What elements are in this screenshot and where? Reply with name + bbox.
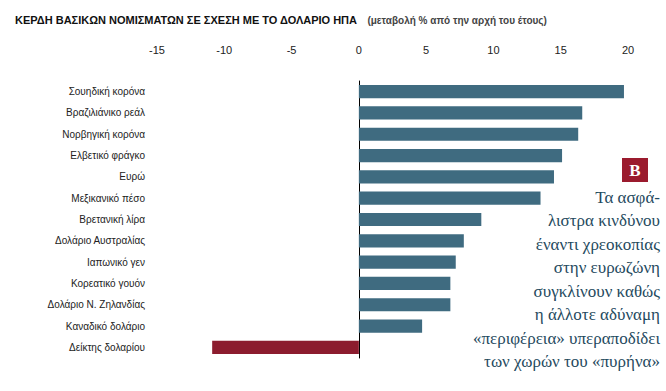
svg-text:(μεταβολή % από την αρχή του έ: (μεταβολή % από την αρχή του έτους) bbox=[367, 15, 546, 27]
svg-text:Ιαπωνικό γεν: Ιαπωνικό γεν bbox=[87, 257, 145, 268]
svg-text:Μεξικανικό πέσο: Μεξικανικό πέσο bbox=[71, 193, 145, 205]
svg-text:έναντι χρεοκοπίας: έναντι χρεοκοπίας bbox=[536, 235, 660, 254]
svg-text:των χωρών του «πυρήνα»: των χωρών του «πυρήνα» bbox=[484, 352, 660, 371]
svg-text:Καναδικό δολάριο: Καναδικό δολάριο bbox=[66, 321, 146, 332]
svg-text:-10: -10 bbox=[216, 44, 232, 56]
svg-text:«περιφέρεια» υπεραποδίδει: «περιφέρεια» υπεραποδίδει bbox=[473, 329, 660, 348]
svg-text:5: 5 bbox=[423, 44, 429, 56]
svg-text:στην ευρωζώνη: στην ευρωζώνη bbox=[554, 258, 660, 277]
svg-text:Ελβετικό φράγκο: Ελβετικό φράγκο bbox=[70, 150, 145, 161]
svg-text:η άλλοτε αδύναμη: η άλλοτε αδύναμη bbox=[535, 305, 660, 324]
svg-text:B: B bbox=[629, 161, 640, 180]
svg-text:Τα ασφά-: Τα ασφά- bbox=[595, 188, 660, 207]
svg-text:συγκλίνουν καθώς: συγκλίνουν καθώς bbox=[534, 282, 661, 301]
svg-text:10: 10 bbox=[487, 44, 499, 56]
svg-text:15: 15 bbox=[555, 44, 567, 56]
svg-text:Δείκτης δολαρίου: Δείκτης δολαρίου bbox=[69, 342, 145, 353]
svg-text:Νορβηγική κορόνα: Νορβηγική κορόνα bbox=[62, 129, 145, 140]
svg-text:Ευρώ: Ευρώ bbox=[119, 171, 145, 182]
svg-text:Δολάριο Ν. Ζηλανδίας: Δολάριο Ν. Ζηλανδίας bbox=[48, 299, 146, 310]
svg-text:λιστρα κινδύνου: λιστρα κινδύνου bbox=[548, 211, 660, 230]
svg-text:Δολάριο Αυστραλίας: Δολάριο Αυστραλίας bbox=[55, 235, 145, 246]
svg-text:Κορεατικό γουόν: Κορεατικό γουόν bbox=[71, 278, 145, 289]
svg-text:Βρετανική λίρα: Βρετανική λίρα bbox=[79, 214, 145, 225]
svg-text:-5: -5 bbox=[287, 44, 297, 56]
svg-text:Βραζιλιάνικο ρεάλ: Βραζιλιάνικο ρεάλ bbox=[66, 107, 145, 119]
svg-text:0: 0 bbox=[356, 44, 362, 56]
svg-text:20: 20 bbox=[622, 44, 634, 56]
svg-text:Σουηδική κορόνα: Σουηδική κορόνα bbox=[69, 86, 146, 97]
svg-text:-15: -15 bbox=[149, 44, 165, 56]
svg-text:ΚΕΡΔΗ ΒΑΣΙΚΩΝ ΝΟΜΙΣΜΑΤΩΝ ΣΕ ΣΧ: ΚΕΡΔΗ ΒΑΣΙΚΩΝ ΝΟΜΙΣΜΑΤΩΝ ΣΕ ΣΧΕΣΗ ΜΕ ΤΟ … bbox=[15, 14, 357, 26]
